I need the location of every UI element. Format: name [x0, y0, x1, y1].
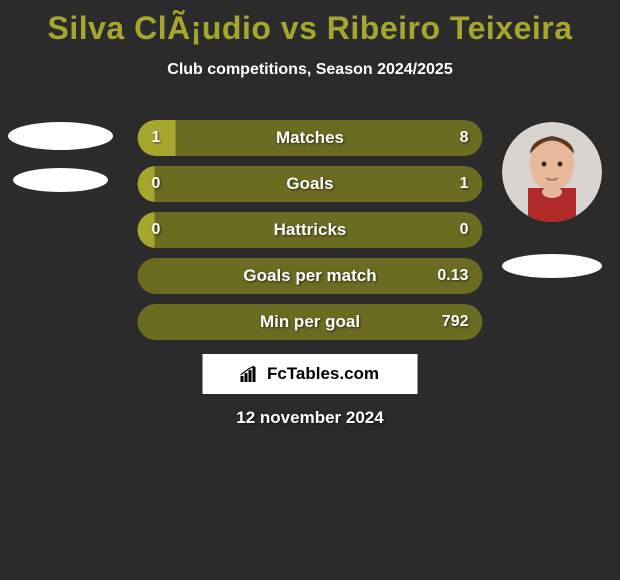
player-right-club-badge-placeholder: [502, 254, 602, 278]
stat-row: Goals0 1: [138, 166, 483, 202]
stat-label: Matches: [138, 120, 483, 156]
stat-value-left: 1: [152, 120, 161, 156]
stat-row: Hattricks0 0: [138, 212, 483, 248]
player-right-avatar-svg: [502, 122, 602, 222]
stat-row: Min per goal792: [138, 304, 483, 340]
stats-container: Matches18Goals01Hattricks00Goals per mat…: [138, 120, 483, 340]
snapshot-date: 12 november 2024: [0, 408, 620, 428]
stat-value-right: 1: [460, 166, 469, 202]
comparison-title: Silva ClÃ¡udio vs Ribeiro Teixeira: [0, 0, 620, 47]
player-left-avatar-placeholder: [8, 122, 113, 150]
player-left: [8, 122, 113, 192]
stat-value-right: 0.13: [437, 258, 468, 294]
stat-value-right: 792: [442, 304, 469, 340]
stat-value-left: 0: [152, 166, 161, 202]
player-right-avatar: [502, 122, 602, 222]
stat-label: Hattricks: [138, 212, 483, 248]
player-left-club-badge-placeholder: [13, 168, 108, 192]
stat-label: Goals: [138, 166, 483, 202]
stat-value-right: 8: [460, 120, 469, 156]
stat-row: Goals per match0.13: [138, 258, 483, 294]
brand-name: FcTables.com: [267, 364, 379, 384]
stat-label: Min per goal: [138, 304, 483, 340]
comparison-subtitle: Club competitions, Season 2024/2025: [0, 61, 620, 79]
bar-chart-icon: [241, 366, 261, 382]
stat-row: Matches1 8: [138, 120, 483, 156]
player-right: [502, 122, 602, 278]
stat-value-right: 0: [460, 212, 469, 248]
stat-label: Goals per match: [138, 258, 483, 294]
brand-footer: FcTables.com: [203, 354, 418, 394]
stat-value-left: 0: [152, 212, 161, 248]
